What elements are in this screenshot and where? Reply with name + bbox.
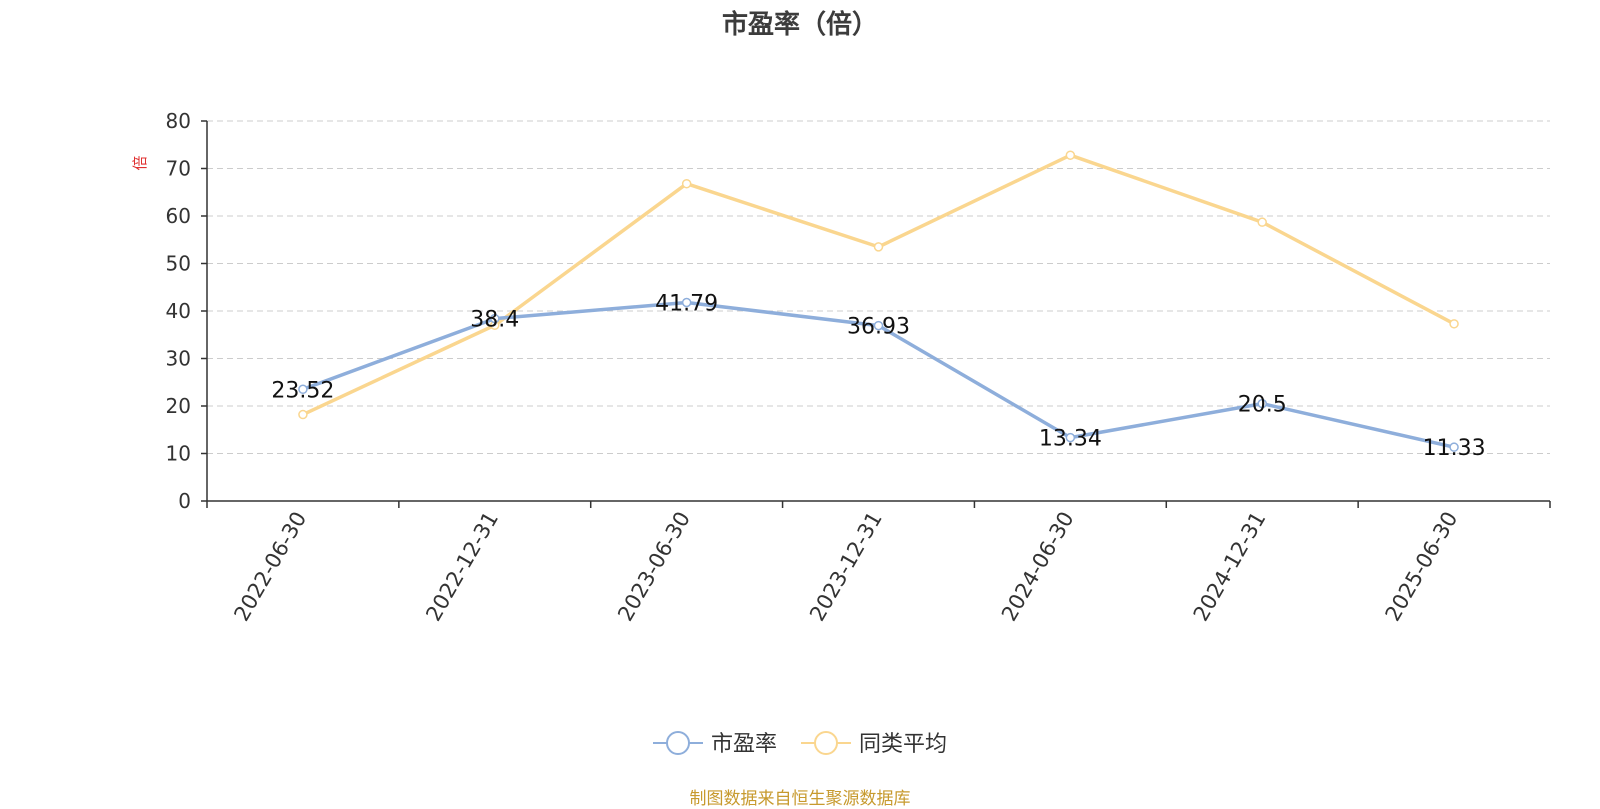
x-tick-label: 2022-06-30 [229,508,311,626]
series-lines [298,150,1459,452]
x-tick-label: 2024-06-30 [997,508,1079,626]
data-point [1065,432,1076,443]
data-label: 11.33 [1423,436,1486,461]
source-note: 制图数据来自恒生聚源数据库 [689,789,911,809]
data-label: 41.79 [655,291,718,316]
data-point [681,297,692,308]
y-tick-label: 50 [166,252,191,276]
data-label: 38.4 [470,308,519,333]
grid-lines [207,120,1550,454]
axes: 0 10 20 30 40 50 60 70 80 2022-06-30 2022-12-31 202… [166,109,1551,626]
data-point [1065,150,1076,160]
y-tick-label: 20 [166,394,191,418]
chart-title: 市盈率（倍） [721,10,878,40]
data-label: 23.52 [271,378,334,403]
y-tick-label: 0 [178,489,191,513]
data-point [1449,319,1459,329]
data-point [298,384,308,395]
legend-label: 同类平均 [859,732,947,757]
legend-label: 市盈率 [711,732,777,757]
y-tick-label: 30 [166,347,191,371]
y-tick-label: 80 [166,109,191,133]
x-tick-label: 2025-06-30 [1381,508,1463,626]
data-point [873,320,884,331]
data-labels: 23.52 38.4 41.79 36.93 13.34 20.5 11.33 [271,291,1485,461]
data-label: 20.5 [1238,393,1287,418]
data-point [490,313,500,324]
series-line [302,153,1455,417]
data-point [1257,217,1267,227]
y-axis-label: 倍 [131,155,149,170]
x-tick-label: 2023-12-31 [805,508,887,626]
data-point [1449,442,1459,452]
legend: 市盈率 同类平均 [653,731,947,757]
data-label: 13.34 [1039,427,1102,452]
data-point [681,178,692,189]
data-point [873,242,884,252]
data-point [298,409,308,420]
x-tick-label: 2023-06-30 [613,508,695,626]
data-label: 36.93 [847,315,910,340]
y-tick-label: 40 [166,299,191,323]
y-tick-label: 10 [166,442,191,466]
data-point [1257,398,1267,409]
legend-swatch-marker [666,731,690,755]
x-tick-label: 2022-12-31 [421,508,503,626]
y-tick-label: 70 [166,157,191,181]
y-tick-label: 60 [166,204,191,228]
legend-swatch-marker [814,731,838,755]
x-tick-label: 2024-12-31 [1189,508,1271,626]
